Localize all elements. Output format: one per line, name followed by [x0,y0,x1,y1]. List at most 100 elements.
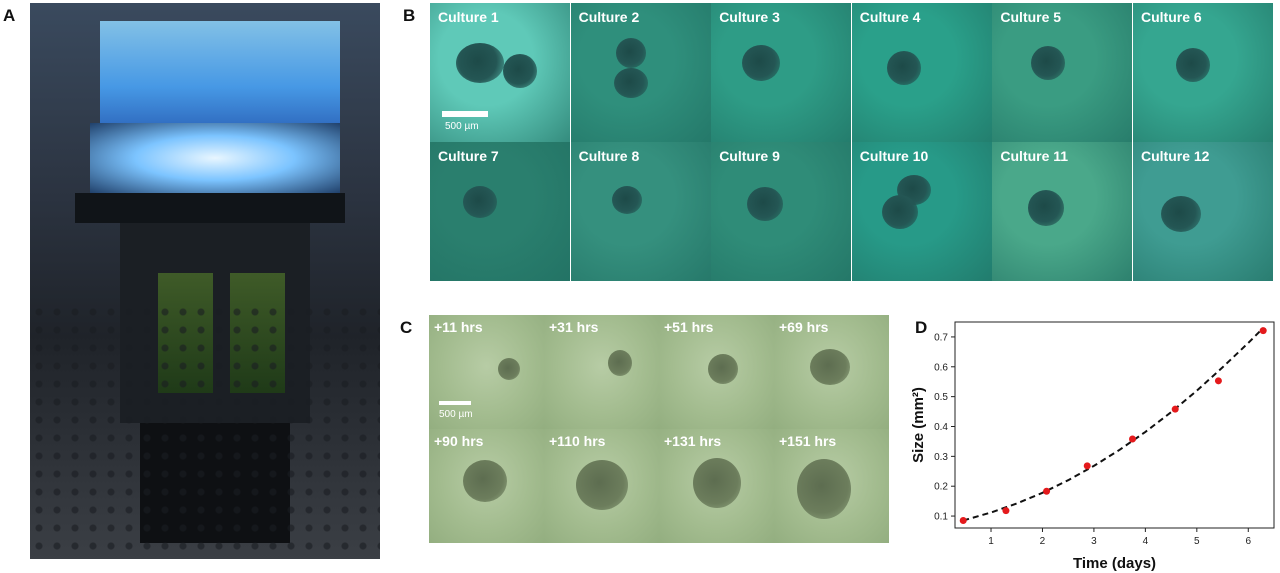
organoid [886,51,921,85]
organoid [810,349,850,385]
data-point [1214,377,1222,385]
data-point [1129,435,1137,443]
culture-label: Culture 5 [1000,9,1062,25]
perforated-shelf [30,303,380,559]
organoid [1031,46,1066,80]
scale-bar [442,111,488,117]
time-lapse-grid: +11 hrs 500 µm +31 hrs +51 hrs +69 hrs +90 hr… [429,315,889,543]
organoid [463,460,507,502]
culture-label: Culture 11 [1000,148,1069,164]
culture-image: Culture 1 500 µm [430,3,570,142]
y-tick-label: 0.2 [934,482,948,493]
time-lapse-image: +31 hrs [544,315,659,429]
data-point [1043,487,1051,495]
rig-tray [75,193,345,223]
culture-label: Culture 7 [438,148,499,164]
organoid [1161,196,1201,232]
x-tick-label: 2 [1040,536,1046,547]
organoid [613,68,648,98]
y-tick-label: 0.3 [934,452,948,463]
time-label: +151 hrs [779,433,837,449]
organoid [693,458,741,508]
time-lapse-image: +151 hrs [774,429,889,543]
culture-image: Culture 10 [851,142,992,281]
scale-bar [439,401,471,405]
time-label: +90 hrs [434,433,484,449]
panel-label-c: C [400,318,413,337]
culture-label: Culture 4 [859,9,921,25]
plot-frame [954,321,1275,529]
organoid [503,54,537,88]
organoid [463,186,497,218]
panel-label-b: B [403,6,416,25]
y-axis-label: Size (mm²) [910,387,927,463]
panel-label-a: A [3,6,16,25]
time-label: +131 hrs [664,433,722,449]
time-label: +51 hrs [664,319,714,335]
scale-bar-label: 500 µm [439,409,473,420]
x-tick-label: 3 [1091,536,1097,547]
scale-bar-label: 500 µm [445,121,479,132]
time-label: +11 hrs [434,319,483,335]
organoid [747,187,784,221]
culture-label: Culture 10 [859,148,929,164]
organoid [742,45,781,81]
time-lapse-image: +90 hrs [429,429,544,543]
time-lapse-image: +11 hrs 500 µm [429,315,544,429]
organoid [1028,190,1065,226]
culture-label: Culture 6 [1141,9,1202,25]
y-tick-label: 0.4 [934,422,948,433]
organoid [456,43,504,83]
culture-label: Culture 2 [578,9,640,25]
rig-lid [100,21,340,131]
panel-label-d: D [915,318,928,337]
x-tick-label: 1 [988,536,994,547]
organoid [881,195,918,229]
organoid [608,350,632,376]
y-tick-label: 0.1 [934,512,948,523]
culture-image: Culture 5 [992,3,1133,142]
organoid [611,186,642,214]
data-point [959,517,967,525]
culture-label: Culture 12 [1141,148,1210,164]
organoid [797,459,851,519]
culture-label: Culture 3 [719,9,780,25]
organoid [576,460,628,510]
culture-image: Culture 2 [570,3,711,142]
time-lapse-image: +110 hrs [544,429,659,543]
culture-image: Culture 12 [1133,142,1273,281]
culture-label: Culture 8 [578,148,640,164]
time-label: +69 hrs [779,319,829,335]
data-point [1171,405,1179,413]
time-lapse-image: +69 hrs [774,315,889,429]
culture-label: Culture 9 [719,148,780,164]
culture-image: Culture 9 [711,142,852,281]
time-lapse-image: +131 hrs [659,429,774,543]
x-tick-label: 5 [1194,536,1200,547]
bioreactor-photo [30,3,380,559]
culture-image: Culture 8 [570,142,711,281]
culture-image: Culture 4 [851,3,992,142]
culture-image: Culture 6 [1133,3,1273,142]
data-point [1002,507,1010,515]
organoid [1176,48,1210,82]
x-tick-label: 4 [1143,536,1149,547]
organoid [498,358,520,380]
culture-image: Culture 7 [430,142,570,281]
data-point [1083,462,1091,470]
organoid [615,38,646,68]
time-label: +31 hrs [549,319,599,335]
x-tick-label: 6 [1245,536,1251,547]
culture-image-grid: Culture 1 500 µm Culture 2 Culture 3 Culture… [430,3,1274,281]
x-axis-label: Time (days) [1073,555,1156,572]
organoid [708,354,738,384]
data-point [1259,327,1267,335]
y-tick-label: 0.6 [934,362,948,373]
fit-line [962,327,1264,522]
culture-image: Culture 3 [711,3,852,142]
time-lapse-image: +51 hrs [659,315,774,429]
culture-image: Culture 11 [992,142,1133,281]
rig-led-plate [90,123,340,193]
growth-chart: 1 2 3 4 5 6 0.1 0.2 0.3 0.4 0.5 0.6 0.7 Time (days) Si… [910,321,1275,572]
y-tick-label: 0.5 [934,392,948,403]
